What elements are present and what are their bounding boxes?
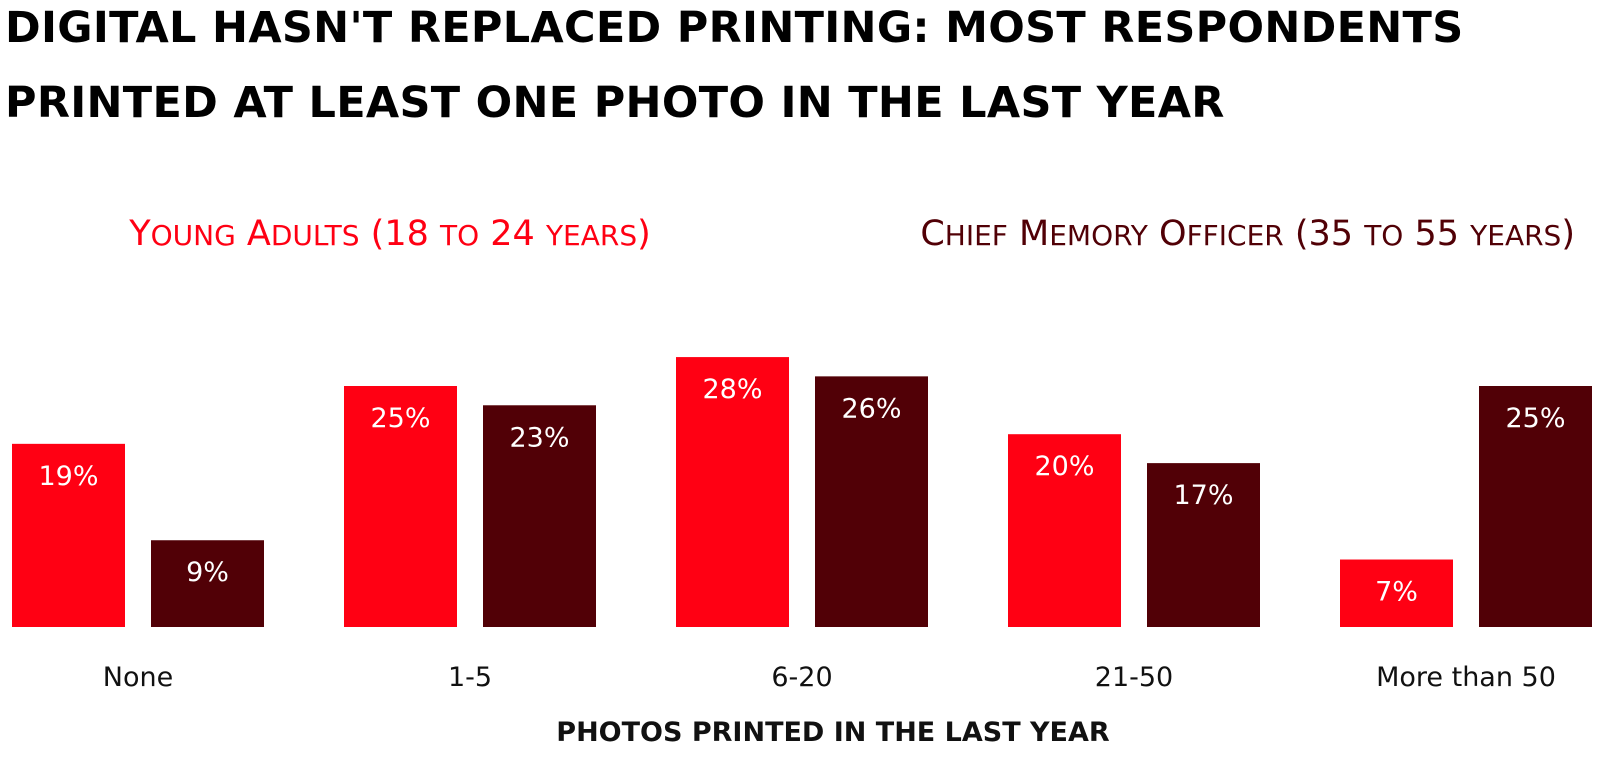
chart-title-line-2: PRINTED AT LEAST ONE PHOTO IN THE LAST Y…	[5, 78, 1225, 128]
bar-2-0	[676, 357, 789, 627]
chart-title-line-1: DIGITAL HASN'T REPLACED PRINTING: MOST R…	[5, 3, 1463, 53]
bars-layer	[12, 357, 1592, 627]
bar-4-1	[1479, 386, 1592, 627]
bar-0-1	[151, 540, 264, 627]
x-axis-title: PHOTOS PRINTED IN THE LAST YEAR	[556, 717, 1110, 748]
x-tick-label-4: More than 50	[1376, 662, 1556, 693]
bar-value-label-3-0: 20%	[1034, 451, 1094, 482]
bar-value-label-4-1: 25%	[1505, 403, 1565, 434]
bar-value-label-1-0: 25%	[370, 403, 430, 434]
x-tick-labels-layer: None 1-5 6-20 21-50 More than 50	[103, 662, 1556, 693]
bar-value-label-4-0: 7%	[1375, 577, 1418, 608]
bar-1-0	[344, 386, 457, 627]
bar-1-1	[483, 405, 596, 627]
bar-3-0	[1008, 434, 1121, 627]
bar-3-1	[1147, 463, 1260, 627]
x-tick-label-2: 6-20	[771, 662, 832, 693]
bar-value-label-0-0: 19%	[38, 461, 98, 492]
x-tick-label-1: 1-5	[448, 662, 492, 693]
bar-value-label-2-0: 28%	[702, 374, 762, 405]
bar-value-label-3-1: 17%	[1173, 480, 1233, 511]
bar-value-label-2-1: 26%	[841, 393, 901, 424]
legend-entry-chief-memory-officer: CHIEF MEMORY OFFICER (35 TO 55 YEARS)	[920, 214, 1575, 254]
x-tick-label-0: None	[103, 662, 173, 693]
bar-value-label-1-1: 23%	[509, 422, 569, 453]
bar-0-0	[12, 443, 125, 627]
bar-2-1	[815, 376, 928, 627]
value-labels-layer: 19% 9% 25% 23% 28% 26% 20% 17% 7% 25%	[38, 374, 1565, 607]
x-tick-label-3: 21-50	[1095, 662, 1173, 693]
bar-4-0	[1340, 559, 1453, 627]
legend-entry-young-adults: YOUNG ADULTS (18 TO 24 YEARS)	[128, 214, 651, 254]
bar-value-label-0-1: 9%	[186, 557, 229, 588]
